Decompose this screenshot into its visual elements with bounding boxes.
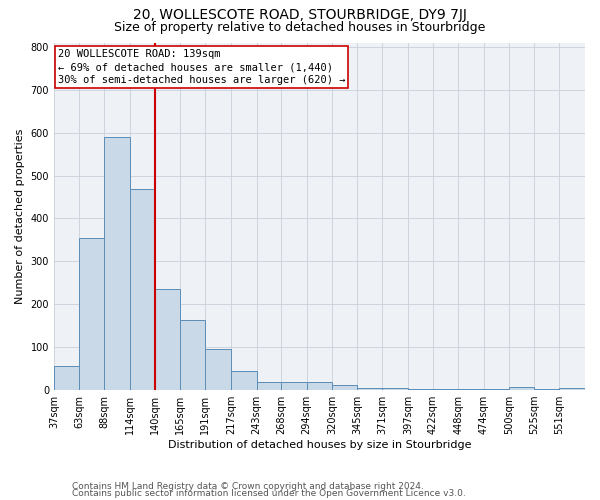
- Bar: [534, 389, 559, 390]
- Text: Contains public sector information licensed under the Open Government Licence v3: Contains public sector information licen…: [72, 490, 466, 498]
- Text: 20 WOLLESCOTE ROAD: 139sqm
← 69% of detached houses are smaller (1,440)
30% of s: 20 WOLLESCOTE ROAD: 139sqm ← 69% of deta…: [58, 49, 346, 86]
- Bar: [155, 289, 180, 390]
- Bar: [104, 137, 130, 390]
- Bar: [484, 389, 509, 390]
- Bar: [54, 366, 79, 390]
- X-axis label: Distribution of detached houses by size in Stourbridge: Distribution of detached houses by size …: [168, 440, 471, 450]
- Bar: [79, 238, 104, 390]
- Bar: [509, 386, 534, 390]
- Bar: [281, 382, 307, 390]
- Bar: [408, 389, 433, 390]
- Bar: [559, 388, 585, 390]
- Bar: [231, 371, 257, 390]
- Bar: [382, 388, 408, 390]
- Bar: [433, 389, 458, 390]
- Text: 20, WOLLESCOTE ROAD, STOURBRIDGE, DY9 7JJ: 20, WOLLESCOTE ROAD, STOURBRIDGE, DY9 7J…: [133, 8, 467, 22]
- Bar: [130, 190, 155, 390]
- Bar: [332, 384, 357, 390]
- Bar: [458, 389, 484, 390]
- Bar: [307, 382, 332, 390]
- Bar: [257, 382, 281, 390]
- Y-axis label: Number of detached properties: Number of detached properties: [15, 128, 25, 304]
- Bar: [180, 320, 205, 390]
- Text: Size of property relative to detached houses in Stourbridge: Size of property relative to detached ho…: [115, 21, 485, 34]
- Bar: [357, 388, 382, 390]
- Text: Contains HM Land Registry data © Crown copyright and database right 2024.: Contains HM Land Registry data © Crown c…: [72, 482, 424, 491]
- Bar: [205, 350, 231, 390]
